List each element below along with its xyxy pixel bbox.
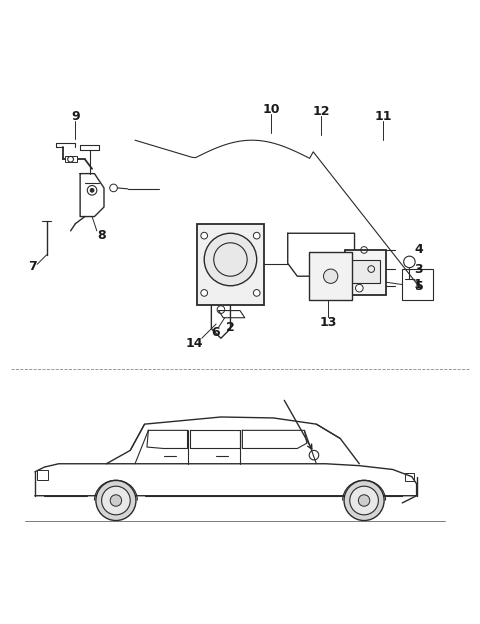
Circle shape: [350, 486, 378, 515]
Circle shape: [102, 486, 130, 515]
Text: 1: 1: [413, 278, 422, 291]
Circle shape: [253, 232, 260, 239]
Circle shape: [201, 290, 207, 296]
Text: 2: 2: [226, 321, 235, 334]
Bar: [65, 156, 77, 162]
Text: 3: 3: [415, 263, 423, 276]
Circle shape: [110, 495, 121, 506]
Bar: [402, 269, 433, 300]
Text: 10: 10: [262, 103, 280, 115]
Bar: [405, 473, 414, 481]
Text: 9: 9: [71, 110, 80, 123]
Text: 7: 7: [28, 260, 37, 273]
Text: 13: 13: [320, 316, 337, 329]
Circle shape: [344, 480, 384, 520]
Text: 12: 12: [312, 105, 330, 118]
Text: 6: 6: [211, 326, 219, 339]
Circle shape: [201, 232, 207, 239]
Circle shape: [204, 233, 257, 286]
Text: 4: 4: [415, 243, 423, 256]
Bar: [37, 470, 48, 480]
Text: 8: 8: [97, 229, 106, 242]
Circle shape: [356, 285, 363, 292]
Text: 11: 11: [374, 110, 392, 123]
Bar: [351, 260, 380, 283]
Circle shape: [96, 480, 136, 520]
Circle shape: [324, 269, 338, 283]
Bar: [309, 252, 352, 300]
Circle shape: [68, 157, 73, 162]
Bar: [197, 224, 264, 305]
Circle shape: [90, 188, 94, 192]
Bar: [345, 250, 385, 295]
Circle shape: [253, 290, 260, 296]
Circle shape: [359, 495, 370, 506]
Text: 5: 5: [415, 280, 423, 293]
Text: 14: 14: [186, 336, 204, 349]
